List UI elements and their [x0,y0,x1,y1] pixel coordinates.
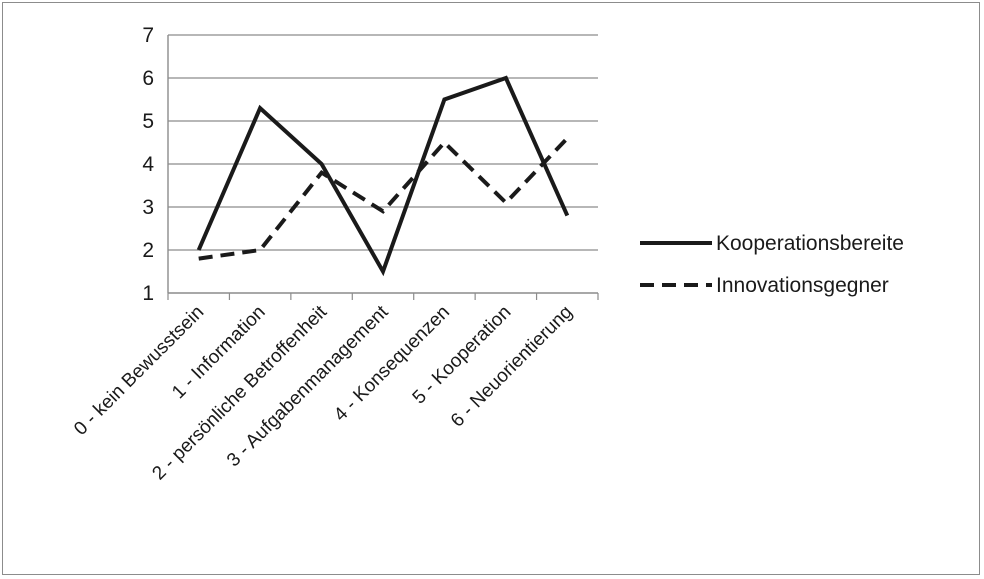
series-lines [196,75,570,277]
x-tick-label-6: 6 - Neuorientierung [447,302,577,432]
y-tick-label-3: 3 [142,196,154,219]
y-tick-label-6: 6 [142,67,154,90]
y-tick-label-7: 7 [142,24,154,47]
legend: Kooperationsbereite Innovationsgegner [640,232,904,297]
legend-label-0: Kooperationsbereite [716,232,904,255]
series-line-1 [198,136,569,261]
y-tick-label-1: 1 [142,282,154,305]
y-axis-ticks: 1 2 3 4 5 6 7 [142,24,154,305]
y-tick-label-2: 2 [142,239,154,262]
y-tick-label-4: 4 [142,153,154,176]
gridlines [168,34,598,251]
y-tick-label-5: 5 [142,110,154,133]
legend-label-1: Innovationsgegner [716,274,889,297]
x-tick-label-4: 4 - Konsequenzen [330,302,454,426]
axes [167,35,599,300]
series-line-0 [196,75,570,277]
